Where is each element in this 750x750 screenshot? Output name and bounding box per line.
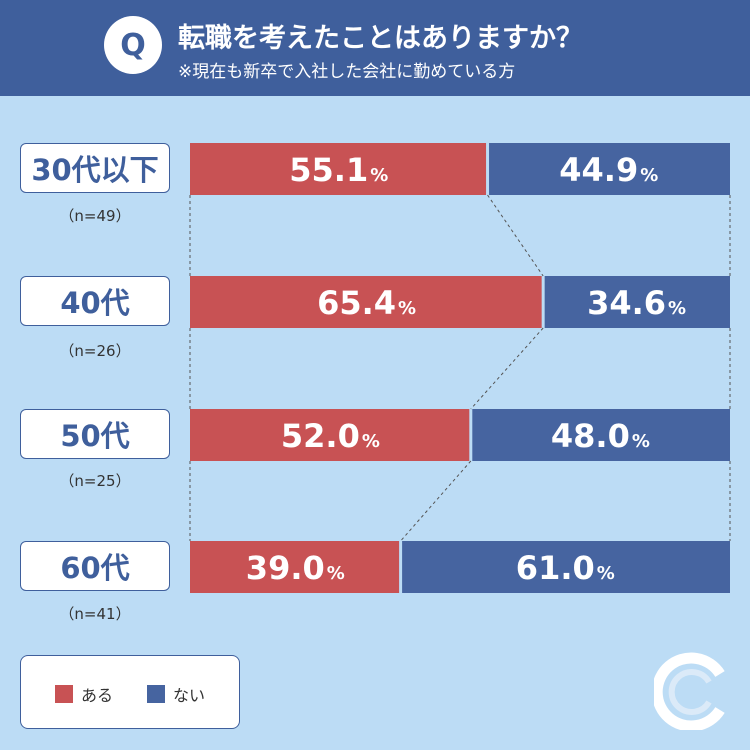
data-label-nai-0: 44.9%	[559, 151, 658, 189]
question-badge: Q	[104, 16, 162, 74]
connector-split-1	[470, 327, 544, 410]
legend-label-aru: ある	[81, 686, 114, 705]
data-label-nai-2: 48.0%	[551, 417, 650, 455]
sample-size-40s: （n=26）	[59, 342, 131, 360]
connector-split-2	[400, 460, 472, 542]
data-label-nai-3: 61.0%	[516, 549, 615, 587]
legend-swatch-nai	[147, 685, 165, 703]
bar-nai-2	[472, 409, 730, 461]
category-label-50s: 50代	[20, 409, 170, 459]
connector-split-0	[487, 194, 544, 277]
bar-aru-1	[190, 276, 542, 328]
bar-nai-1	[544, 276, 730, 328]
bar-aru-3	[190, 541, 400, 593]
data-label-aru-1: 65.4%	[317, 284, 416, 322]
category-label-40s: 40代	[20, 276, 170, 326]
legend-swatch-aru	[55, 685, 73, 703]
bar-nai-3	[402, 541, 730, 593]
legend-label-nai: ない	[173, 686, 206, 705]
legend-item-nai: ない	[147, 682, 205, 706]
bar-nai-0	[489, 143, 730, 195]
legend: ある ない	[20, 655, 240, 729]
data-label-aru-3: 39.0%	[246, 549, 345, 587]
bar-aru-2	[190, 409, 470, 461]
header: Q 転職を考えたことはありますか？ ※現在も新卒で入社した会社に勤めている方	[0, 0, 750, 96]
sample-size-50s: （n=25）	[59, 472, 131, 490]
sample-size-30s: （n=49）	[59, 207, 131, 225]
data-label-aru-0: 55.1%	[289, 151, 388, 189]
category-label-60s: 60代	[20, 541, 170, 591]
legend-item-aru: ある	[55, 682, 113, 706]
data-label-nai-1: 34.6%	[587, 284, 686, 322]
category-label-30s: 30代以下	[20, 143, 170, 193]
sample-size-60s: （n=41）	[59, 605, 131, 623]
c-logo-icon	[654, 652, 725, 730]
bar-aru-0	[190, 143, 487, 195]
chart-subtitle: ※現在も新卒で入社した会社に勤めている方	[178, 62, 516, 82]
chart-title: 転職を考えたことはありますか？	[178, 23, 583, 54]
data-label-aru-2: 52.0%	[281, 417, 380, 455]
